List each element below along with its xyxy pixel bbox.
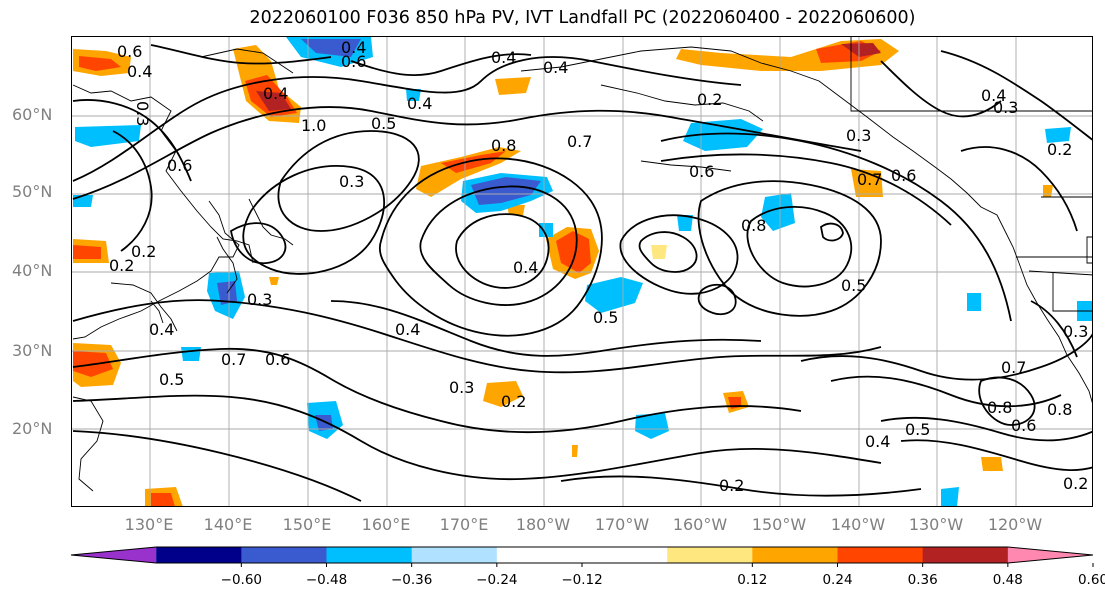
positive-anomaly-shading <box>73 39 1053 506</box>
contour-label: 0.5 <box>371 114 396 133</box>
contour-label: 0.6 <box>1011 416 1036 435</box>
colorbar-tick-label: −0.24 <box>476 572 518 588</box>
shading-layer <box>73 37 1092 506</box>
graticule <box>72 37 1092 506</box>
contour-label: 0.4 <box>513 258 538 277</box>
lon-label-170w: 170°W <box>594 515 650 534</box>
map-canvas: 0.6 0.4 0.3 1.0 0.6 0.4 0.4 0.6 0.5 0.4 … <box>72 37 1092 506</box>
contour-label: 0.2 <box>1063 474 1088 493</box>
contour-label: 0.5 <box>841 276 866 295</box>
contour-label: 0.2 <box>109 256 134 275</box>
colorbar-cell <box>326 547 413 563</box>
contour-label: 0.4 <box>981 86 1006 105</box>
lat-label-40n: 40°N <box>12 261 53 280</box>
colorbar-cell <box>837 547 924 563</box>
contour-label: 0.7 <box>567 132 592 151</box>
map-panel: 0.6 0.4 0.3 1.0 0.6 0.4 0.4 0.6 0.5 0.4 … <box>71 36 1093 507</box>
coastlines <box>72 37 1092 492</box>
contour-label: 0.8 <box>1047 400 1072 419</box>
lat-label-20n: 20°N <box>12 419 53 438</box>
lat-label-30n: 30°N <box>12 341 53 360</box>
contour-label: 0.8 <box>741 216 766 235</box>
lon-label-130e: 130°E <box>124 515 174 534</box>
contour-label: 0.8 <box>491 136 516 155</box>
colorbar <box>70 546 1094 567</box>
contour-label: 0.6 <box>167 156 192 175</box>
contour-label: 0.4 <box>127 62 152 81</box>
lon-label-180w: 180°W <box>515 515 571 534</box>
colorbar-cell <box>582 547 668 563</box>
colorbar-cell <box>752 547 838 563</box>
contour-label: 0.5 <box>593 308 618 327</box>
contour-label: 0.7 <box>857 170 882 189</box>
contour-label: 0.3 <box>846 126 871 145</box>
lat-label-50n: 50°N <box>12 182 53 201</box>
lon-label-140e: 140°E <box>203 515 253 534</box>
colorbar-tick-label: 0.36 <box>907 572 938 588</box>
lon-label-160w: 160°W <box>672 515 728 534</box>
contour-label: 0.6 <box>689 162 714 181</box>
lon-label-160e: 160°E <box>361 515 411 534</box>
contour-label-group: 0.6 0.4 0.3 1.0 0.6 0.4 0.4 0.6 0.5 0.4 … <box>109 38 1088 495</box>
lon-label-120w: 120°W <box>987 515 1043 534</box>
contour-label: 0.3 <box>449 378 474 397</box>
contour-label: 0.4 <box>407 94 432 113</box>
contour-label: 0.6 <box>341 52 366 71</box>
contour-lines <box>72 44 1092 502</box>
contour-label: 0.6 <box>117 42 142 61</box>
colorbar-tick-label: −0.36 <box>390 572 433 588</box>
colorbar-tick-label: −0.60 <box>220 572 263 588</box>
lon-label-130w: 130°W <box>908 515 964 534</box>
contour-label: 0.3 <box>133 101 152 126</box>
colorbar-tick-label: −0.12 <box>561 572 603 588</box>
colorbar-cell <box>667 547 753 563</box>
contour-label: 0.4 <box>395 320 420 339</box>
contour-label: 0.2 <box>719 476 744 495</box>
colorbar-cell <box>496 547 583 563</box>
lon-label-150w: 150°W <box>751 515 807 534</box>
contour-label: 0.7 <box>1001 358 1026 377</box>
contour-label: 0.4 <box>543 58 568 77</box>
contour-label: 0.3 <box>339 172 364 191</box>
colorbar-tick-label: −0.48 <box>305 572 348 588</box>
lon-label-140w: 140°W <box>830 515 886 534</box>
colorbar-tick-label: 0.48 <box>992 572 1023 588</box>
colorbar-cell <box>1007 547 1093 563</box>
contour-label: 0.4 <box>491 48 516 67</box>
contour-label: 1.0 <box>301 116 326 135</box>
lon-label-170e: 170°E <box>439 515 489 534</box>
contour-label: 0.3 <box>247 290 272 309</box>
contour-label: 0.2 <box>1047 140 1072 159</box>
contour-label: 0.2 <box>131 242 156 261</box>
contour-label: 0.2 <box>697 90 722 109</box>
colorbar-cell <box>156 547 242 563</box>
contour-label: 0.2 <box>501 392 526 411</box>
colorbar-cell <box>241 547 327 563</box>
colorbar-outline <box>70 546 1094 564</box>
contour-label: 0.6 <box>265 350 290 369</box>
contour-label: 0.5 <box>159 370 184 389</box>
contour-label: 0.4 <box>865 432 890 451</box>
colorbar-cell <box>71 547 157 563</box>
colorbar-cell <box>411 547 498 563</box>
contour-label: 0.3 <box>1063 322 1088 341</box>
negative-anomaly-shading <box>73 37 1092 506</box>
colorbar-tick-label: 0.24 <box>822 572 853 588</box>
contour-label: 0.5 <box>905 420 930 439</box>
contour-label: 0.3 <box>993 98 1018 117</box>
contour-label: 0.4 <box>341 38 366 57</box>
contour-label: 0.4 <box>149 320 174 339</box>
colorbar-tick-label: 0.12 <box>737 572 768 588</box>
lon-label-150e: 150°E <box>282 515 332 534</box>
colorbar-tick-label: 0.60 <box>1077 572 1105 588</box>
contour-label: 0.4 <box>263 84 288 103</box>
contour-label: 0.6 <box>891 166 916 185</box>
contour-label: 0.8 <box>987 398 1012 417</box>
lat-label-60n: 60°N <box>12 105 53 124</box>
plot-title: 2022060100 F036 850 hPa PV, IVT Landfall… <box>249 8 916 28</box>
colorbar-cell <box>922 547 1009 563</box>
contour-label: 0.7 <box>221 350 246 369</box>
